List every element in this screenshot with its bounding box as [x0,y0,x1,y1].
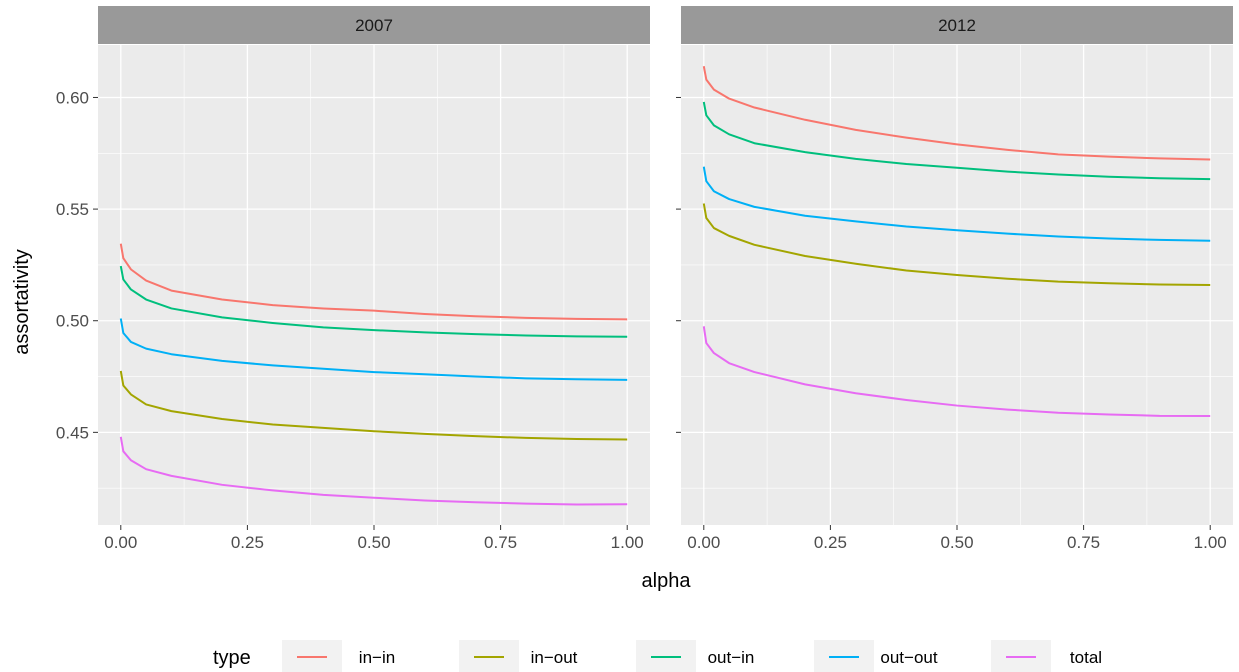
series-line-out-in [119,265,628,338]
y-tick-label: 0.55 [56,200,89,219]
panel-2007: 2007 [98,6,650,525]
series-line-out-out [702,166,1211,242]
legend-item-out-out: out−out [814,640,938,672]
series-line-in-out [119,370,628,441]
y-tick-label: 0.45 [56,423,89,442]
legend-label: in−out [531,648,578,667]
x-tick-label: 0.00 [104,533,137,552]
series-line-total [702,326,1211,418]
legend-item-in-out: in−out [459,640,578,672]
legend-item-out-in: out−in [636,640,754,672]
strip-label: 2012 [938,16,976,35]
legend: type in−in in−out out−in out−out total [213,640,1102,672]
x-axis-title: alpha [642,570,692,592]
legend-item-in-in: in−in [282,640,395,672]
y-tick-label: 0.60 [56,88,89,107]
legend-label: total [1070,648,1102,667]
strip-background [681,6,1233,44]
legend-label: in−in [359,648,395,667]
x-tick-label: 0.25 [231,533,264,552]
x-tick-label: 0.50 [357,533,390,552]
x-tick-label: 1.00 [1194,533,1227,552]
axes-layer: 0.00 0.25 0.50 0.75 1.00 0.45 0.50 0.55 0.60 0.00… [56,88,1227,552]
series-line-in-in [119,243,628,321]
x-tick-label: 0.75 [1067,533,1100,552]
legend-label: out−out [880,648,937,667]
strip-background [98,6,650,44]
legend-item-total: total [991,640,1102,672]
legend-label: out−in [708,648,755,667]
y-axis-title: assortativity [11,249,33,355]
series-line-out-out [119,318,628,381]
x-tick-label: 0.50 [940,533,973,552]
y-tick-label: 0.50 [56,312,89,331]
series-line-out-in [702,101,1211,181]
legend-title: type [213,647,251,669]
panels-layer: 2007 2012 [98,6,1233,525]
strip-label: 2007 [355,16,393,35]
series-line-in-in [702,66,1211,161]
x-tick-label: 0.25 [814,533,847,552]
x-tick-label: 1.00 [611,533,644,552]
series-line-total [119,436,628,506]
x-tick-label: 0.75 [484,533,517,552]
series-line-in-out [702,203,1211,286]
panel-2012: 2012 [681,6,1233,525]
x-tick-label: 0.00 [687,533,720,552]
